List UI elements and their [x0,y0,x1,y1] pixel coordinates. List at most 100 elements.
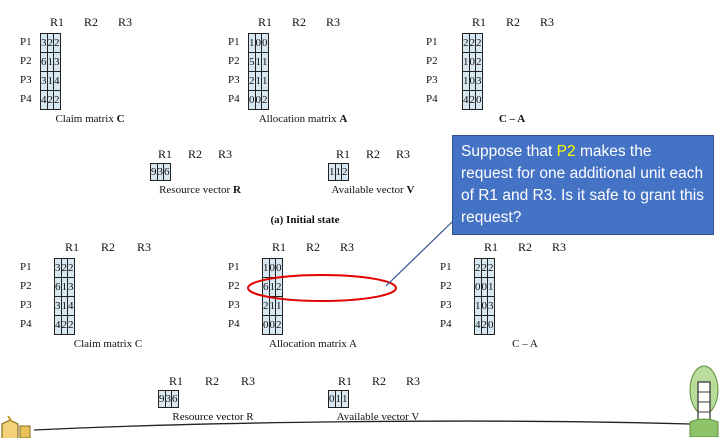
column-header-r1: R1 [64,240,79,254]
matrix-caption: C – A [498,113,526,125]
row-label-p2: P2 [20,55,32,67]
cell: 6 [171,390,179,408]
p2-row-highlight-ellipse [247,274,397,302]
row-label-p4: P4 [228,318,240,330]
decorative-plant-icon [689,365,719,437]
row-label-p1: P1 [426,36,438,48]
column-header-r3: R3 [136,240,151,254]
matrix-caption: Available vector V [331,184,415,196]
row-labels: P1 P2 P3 P4 [228,258,240,334]
column-header-r1: R1 [257,15,272,29]
column-header-r2: R2 [365,147,380,161]
column-header-r2: R2 [371,374,386,388]
decorative-doodle-left-icon [1,415,31,438]
column-header-r1: R1 [471,15,486,29]
matrix-caption: Claim matrix C [73,338,143,350]
column-header-r2: R2 [305,240,320,254]
row-label-p2: P2 [440,280,452,292]
column-header-r2: R2 [204,374,219,388]
cell: 2 [341,163,349,181]
callout-highlight-process: P2 [556,143,576,160]
column-header-r2: R2 [187,147,202,161]
row-label-p4: P4 [426,93,438,105]
question-callout: Suppose that P2 makes the request for on… [452,135,714,235]
cell: 2 [60,315,68,335]
callout-text-after: makes the request for one additional uni… [461,143,704,226]
column-header-r2: R2 [505,15,520,29]
column-header-r1: R1 [168,374,183,388]
matrix-caption: Available vector V [336,411,420,423]
column-header-r3: R3 [539,15,554,29]
row-labels: P1 P2 P3 P4 [426,33,438,109]
cell: 2 [67,315,75,335]
matrix-caption: Allocation matrix A [269,338,357,350]
cell: 6 [163,163,171,181]
column-header-r1: R1 [49,15,64,29]
column-header-r2: R2 [100,240,115,254]
matrix-caption: Resource vector R [159,184,241,196]
row-label-p4: P4 [228,93,240,105]
column-header-r2: R2 [83,15,98,29]
column-header-r3: R3 [395,147,410,161]
cell: 2 [53,90,61,110]
matrix-caption: Allocation matrix A [258,113,348,125]
row-labels: P1 P2 P3 P4 [228,33,240,109]
row-label-p4: P4 [20,93,32,105]
row-labels: P1 P2 P3 P4 [440,258,452,334]
column-header-r3: R3 [217,147,232,161]
column-header-r3: R3 [339,240,354,254]
bottom-divider-curve [33,420,691,431]
cell: 2 [275,315,283,335]
column-header-r2: R2 [291,15,306,29]
callout-pointer-line [385,221,453,287]
row-label-p2: P2 [228,55,240,67]
row-label-p3: P3 [426,74,438,86]
row-label-p2: P2 [426,55,438,67]
row-label-p1: P1 [20,261,32,273]
row-label-p3: P3 [228,299,240,311]
column-header-r1: R1 [271,240,286,254]
column-header-r3: R3 [240,374,255,388]
row-label-p3: P3 [20,299,32,311]
column-header-r1: R1 [337,374,352,388]
row-label-p1: P1 [20,36,32,48]
row-label-p4: P4 [20,318,32,330]
cell: 1 [341,390,349,408]
cell: 2 [261,90,269,110]
matrix-caption: Resource vector R [172,411,254,423]
row-label-p3: P3 [20,74,32,86]
column-header-r1: R1 [335,147,350,161]
matrix-caption: C – A [512,338,538,350]
row-label-p3: P3 [440,299,452,311]
row-label-p3: P3 [228,74,240,86]
column-header-r1: R1 [157,147,172,161]
row-label-p1: P1 [228,261,240,273]
row-label-p2: P2 [228,280,240,292]
callout-text-before: Suppose that [461,143,557,160]
